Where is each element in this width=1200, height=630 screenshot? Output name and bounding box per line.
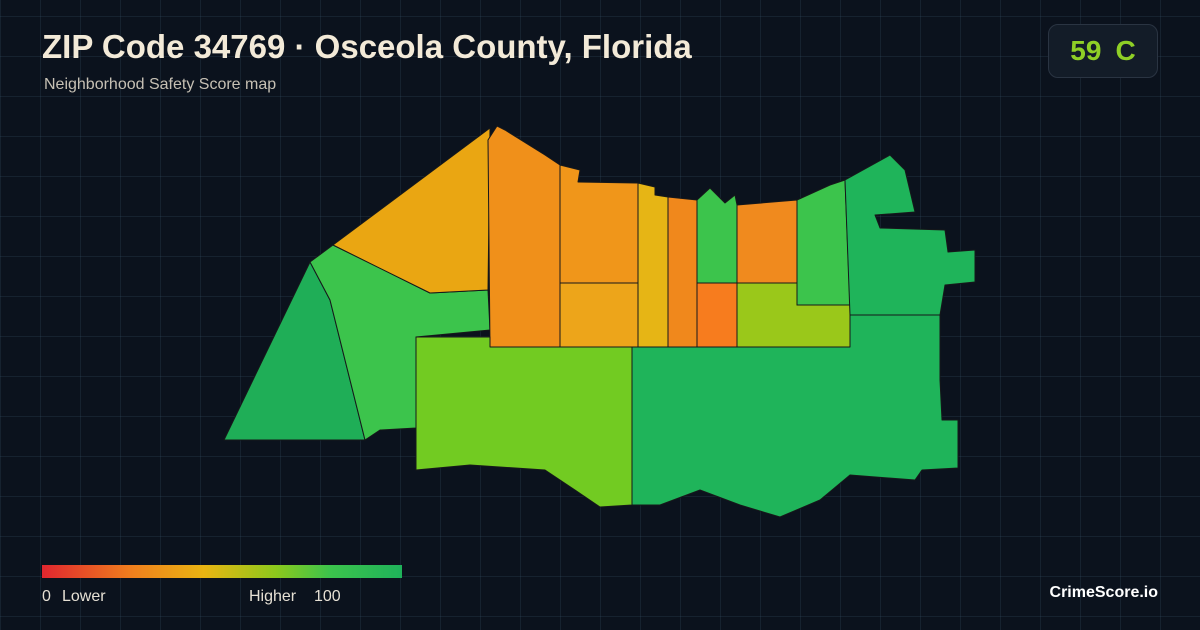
area [487, 125, 561, 348]
area [559, 164, 639, 284]
area [559, 282, 639, 348]
brand: CrimeScore.io [1049, 584, 1158, 601]
title: ZIP Code 34769 · Osceola County, Florida [42, 28, 692, 65]
area [696, 187, 738, 284]
area [696, 282, 738, 348]
area [667, 196, 698, 348]
area [844, 154, 976, 316]
score-value: 59 [1070, 35, 1102, 66]
score-badge: 59 C [1048, 24, 1158, 78]
area [736, 199, 798, 284]
area [637, 182, 669, 348]
area [796, 179, 851, 306]
legend-gradient [42, 565, 402, 578]
legend-min-label: Lower [62, 588, 106, 605]
legend-min: 0 [42, 588, 51, 605]
score-grade: C [1115, 35, 1136, 66]
legend-max-label: Higher [249, 588, 297, 605]
legend-max: 100 [314, 588, 341, 605]
area [332, 127, 491, 294]
area [415, 336, 633, 508]
area [631, 314, 959, 518]
subtitle: Neighborhood Safety Score map [44, 76, 277, 93]
